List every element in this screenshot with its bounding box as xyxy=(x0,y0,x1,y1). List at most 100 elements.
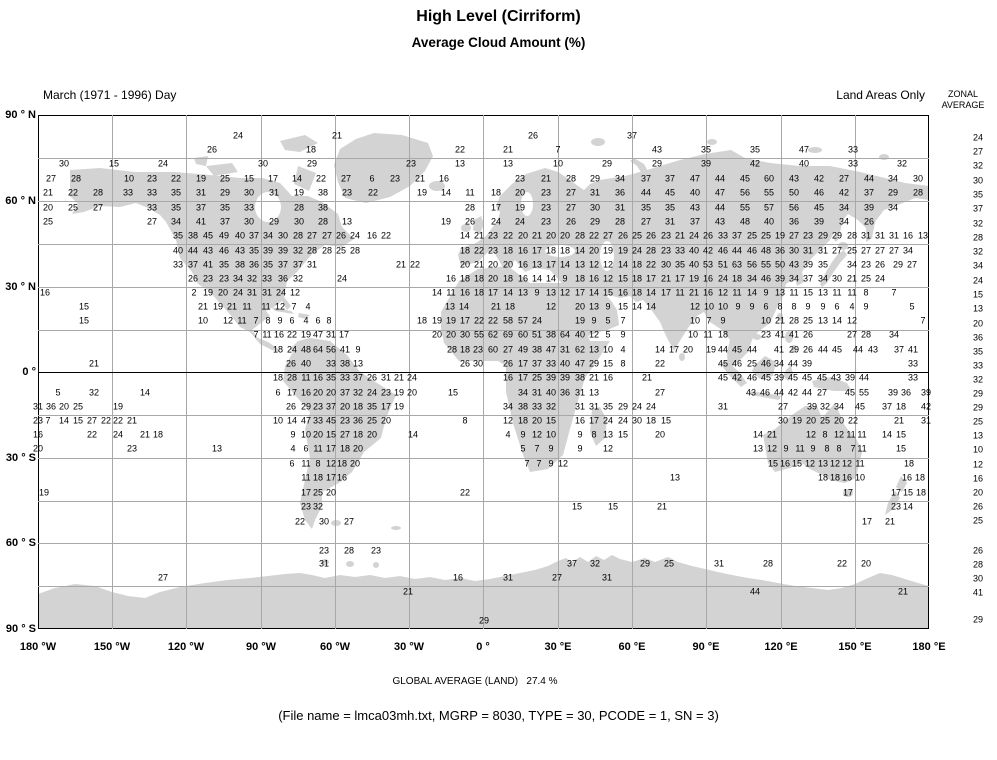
map-cell-value: 12 xyxy=(805,429,817,440)
map-cell-value: 29 xyxy=(589,216,601,227)
map-cell-value: 25 xyxy=(631,230,643,241)
map-cell-value: 16 xyxy=(617,287,629,298)
map-cell-value: 8 xyxy=(791,301,797,312)
map-cell-value: 56 xyxy=(788,202,800,213)
map-cell-value: 11 xyxy=(857,429,867,440)
map-cell-value: 21 xyxy=(688,287,700,298)
map-cell-value: 40 xyxy=(763,216,775,227)
map-cell-value: 36 xyxy=(614,187,626,198)
map-cell-value: 10 xyxy=(552,158,564,169)
map-cell-value: 31 xyxy=(717,401,729,412)
map-cell-value: 20 xyxy=(860,558,872,569)
map-cell-value: 22 xyxy=(487,315,499,326)
map-cell-value: 34 xyxy=(502,401,514,412)
map-cell-value: 14 xyxy=(440,187,452,198)
map-cell-value: 11 xyxy=(675,287,685,298)
map-cell-value: 18 xyxy=(545,245,557,256)
map-cell-value: 35 xyxy=(248,245,260,256)
map-cell-value: 27 xyxy=(86,415,98,426)
map-cell-value: 13 xyxy=(517,287,529,298)
map-cell-value: 14 xyxy=(502,287,514,298)
map-cell-value: 13 xyxy=(211,443,223,454)
map-cell-value: 39 xyxy=(887,387,899,398)
map-cell-value: 38 xyxy=(234,259,246,270)
map-cell-value: 9 xyxy=(577,429,583,440)
map-cell-value: 17 xyxy=(842,487,854,498)
map-cell-value: 23 xyxy=(218,273,230,284)
map-cell-value: 56 xyxy=(739,187,751,198)
map-cell-value: 36 xyxy=(774,245,786,256)
map-cell-value: 27 xyxy=(816,387,828,398)
map-cell-value: 29 xyxy=(268,216,280,227)
map-cell-value: 21 xyxy=(531,230,543,241)
map-cell-value: 16 xyxy=(312,372,324,383)
map-cell-value: 21 xyxy=(395,259,407,270)
zonal-average-value: 35 xyxy=(972,189,984,200)
map-cell-value: 28 xyxy=(92,187,104,198)
map-cell-value: 21 xyxy=(766,429,778,440)
map-cell-value: 45 xyxy=(325,415,337,426)
zonal-average-value: 26 xyxy=(972,545,984,556)
zonal-average-value: 24 xyxy=(972,132,984,143)
map-cell-value: 18 xyxy=(502,273,514,284)
map-cell-value: 29 xyxy=(306,158,318,169)
map-cell-value: 26 xyxy=(617,230,629,241)
map-cell-value: 23 xyxy=(660,230,672,241)
map-cell-value: 32 xyxy=(589,558,601,569)
map-cell-value: 17 xyxy=(338,329,350,340)
map-cell-value: 11 xyxy=(789,287,799,298)
grid-line-horizontal xyxy=(38,458,929,459)
map-cell-value: 21 xyxy=(641,372,653,383)
map-cell-value: 45 xyxy=(844,387,856,398)
map-cell-value: 7 xyxy=(524,458,530,469)
map-cell-value: 18 xyxy=(339,443,351,454)
map-cell-value: 7 xyxy=(536,458,542,469)
map-cell-value: 21 xyxy=(897,586,909,597)
map-cell-value: 37 xyxy=(863,187,875,198)
map-cell-value: 21 xyxy=(393,372,405,383)
zonal-average-value: 30 xyxy=(972,573,984,584)
map-cell-value: 30 xyxy=(831,273,843,284)
map-cell-value: 27 xyxy=(846,329,858,340)
map-cell-value: 5 xyxy=(55,387,61,398)
map-cell-value: 17 xyxy=(487,287,499,298)
map-cell-value: 9 xyxy=(534,287,540,298)
map-cell-value: 24 xyxy=(631,245,643,256)
map-cell-value: 19 xyxy=(705,344,717,355)
map-cell-value: 9 xyxy=(620,329,626,340)
map-cell-value: 21 xyxy=(88,358,100,369)
map-cell-value: 28 xyxy=(912,187,924,198)
map-cell-value: 10 xyxy=(703,301,715,312)
map-cell-value: 22 xyxy=(286,329,298,340)
map-cell-value: 10 xyxy=(854,472,866,483)
map-cell-value: 29 xyxy=(639,558,651,569)
map-cell-value: 14 xyxy=(459,230,471,241)
map-cell-value: 45 xyxy=(816,372,828,383)
map-cell-value: 18 xyxy=(914,472,926,483)
map-cell-value: 43 xyxy=(689,202,701,213)
zonal-average-header: ZONAL AVERAGE xyxy=(931,89,995,111)
map-cell-value: 38 xyxy=(339,358,351,369)
map-cell-value: 37 xyxy=(531,358,543,369)
map-cell-value: 31 xyxy=(502,572,514,583)
map-cell-value: 8 xyxy=(462,415,468,426)
map-cell-value: 32 xyxy=(352,387,364,398)
map-cell-value: 36 xyxy=(45,401,57,412)
map-cell-value: 35 xyxy=(170,187,182,198)
map-cell-value: 27 xyxy=(340,173,352,184)
file-info-label: (File name = lmca03mh.txt, MGRP = 8030, … xyxy=(278,708,719,723)
map-cell-value: 40 xyxy=(545,387,557,398)
map-cell-value: 44 xyxy=(714,202,726,213)
map-cell-value: 63 xyxy=(731,259,743,270)
map-cell-value: 9 xyxy=(749,301,755,312)
map-cell-value: 27 xyxy=(343,516,355,527)
map-cell-value: 11 xyxy=(465,187,475,198)
map-cell-value: 60 xyxy=(517,329,529,340)
map-cell-value: 34 xyxy=(746,273,758,284)
map-cell-value: 12 xyxy=(222,315,234,326)
map-cell-value: 29 xyxy=(651,158,663,169)
map-cell-value: 37 xyxy=(881,401,893,412)
map-cell-value: 26 xyxy=(863,216,875,227)
map-cell-value: 44 xyxy=(187,245,199,256)
grid-line-horizontal xyxy=(38,158,929,159)
